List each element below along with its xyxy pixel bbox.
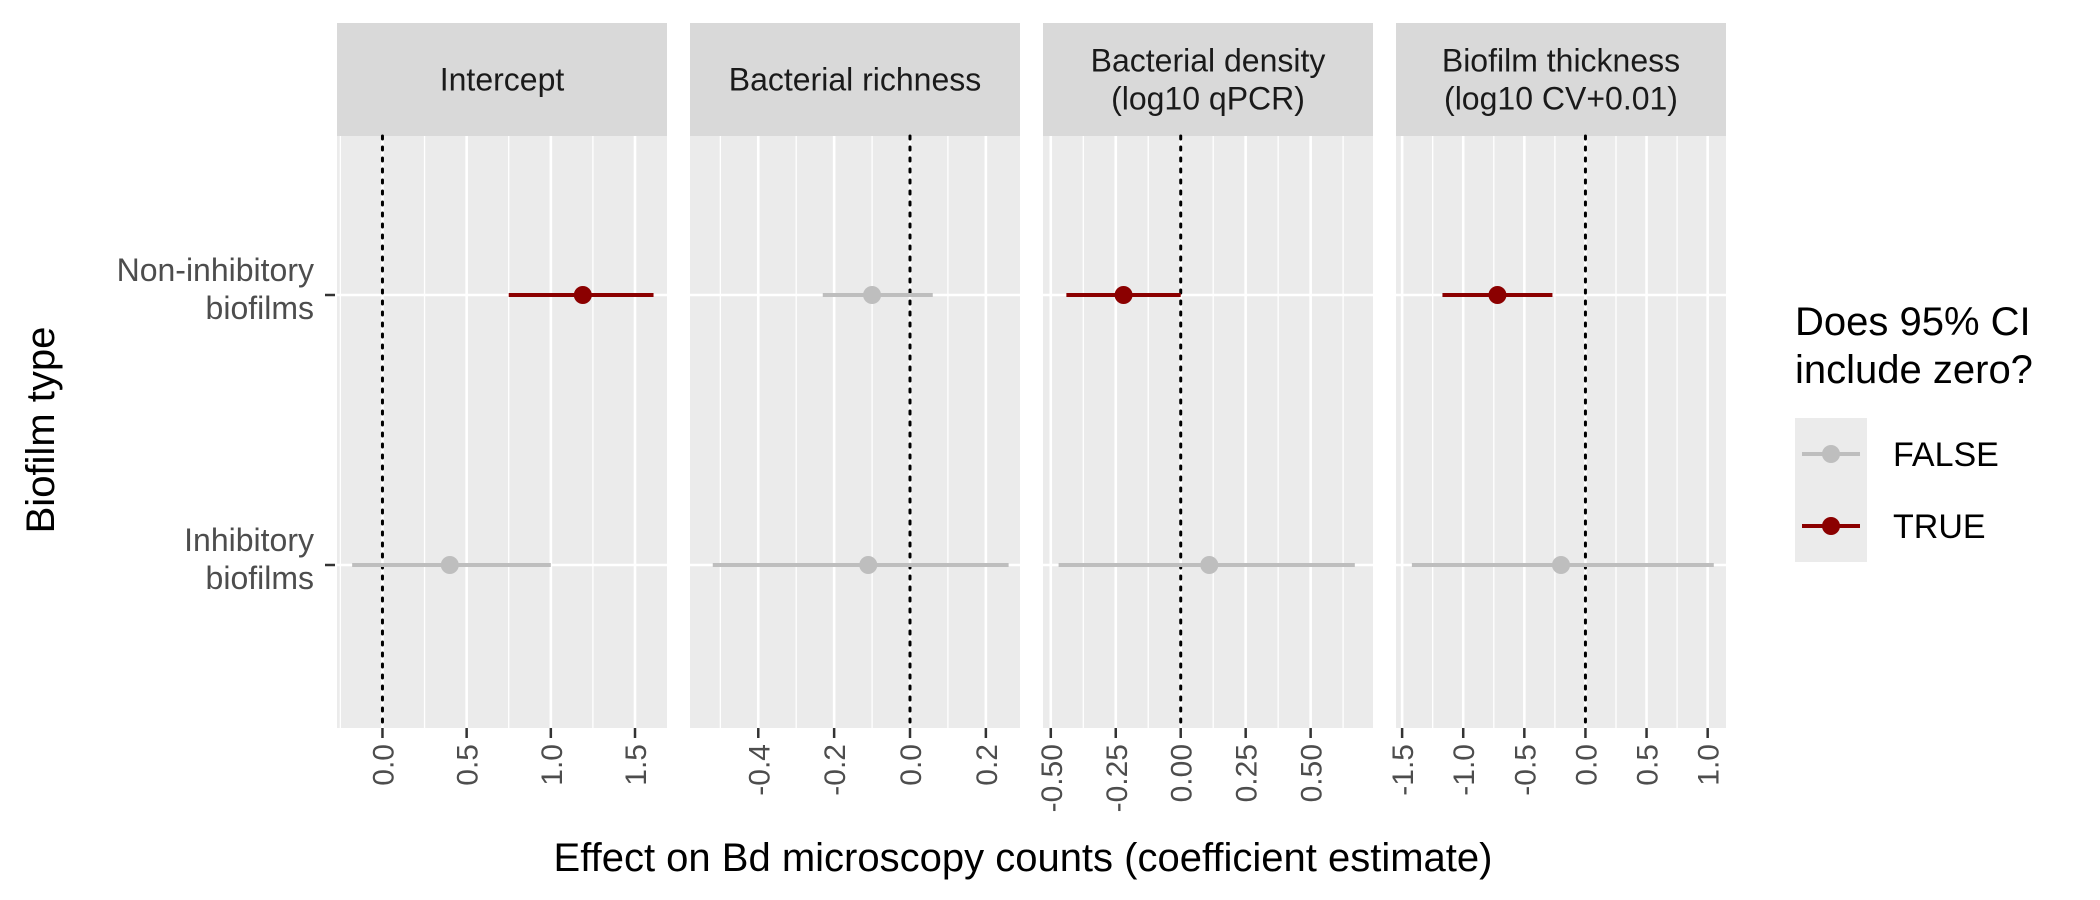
facet-title: Bacterial richness [729,62,982,98]
facet-title: (log10 qPCR) [1111,81,1305,117]
facet-title: (log10 CV+0.01) [1444,81,1678,117]
legend-label: FALSE [1893,436,1999,474]
estimate-point [1114,286,1133,304]
panel-background [337,136,667,728]
facet-panel: Bacterial density(log10 qPCR) -0.50 -0.25 0… [1036,23,1373,812]
y-tick-label: Inhibitory [184,522,314,558]
panel-background [690,136,1020,728]
estimate-point [1200,556,1219,574]
x-tick-label: 0.00 [1166,744,1199,802]
x-tick-label: 0.0 [1570,744,1603,786]
x-tick-label: -0.25 [1101,744,1134,812]
facet-panel: Bacterial richness -0.4 -0.2 0.0 0.2 [690,23,1020,796]
panel-background [1043,136,1373,728]
facet-panel: Biofilm thickness(log10 CV+0.01) -1.5 -1.0… [1387,23,1726,796]
legend-key-point [1822,517,1840,535]
facet-strip [1043,23,1373,136]
x-tick-label: 0.2 [971,744,1004,786]
facet-strip [690,23,1020,136]
legend-key-point [1822,445,1840,463]
facet-title: Biofilm thickness [1442,43,1680,79]
x-tick-label: -0.5 [1509,744,1542,796]
estimate-point [859,556,878,574]
y-tick-label: Non-inhibitory [117,252,314,288]
legend-title: include zero? [1795,348,2033,392]
x-tick-label: 0.5 [452,744,485,786]
estimate-point [863,286,882,304]
x-tick-label: 1.5 [620,744,653,786]
x-tick-label: -0.2 [819,744,852,796]
estimate-point [1488,286,1507,304]
estimate-point [573,286,592,304]
estimate-point [1552,556,1570,574]
x-tick-label: 0.5 [1632,744,1665,786]
x-tick-label: -1.5 [1387,744,1420,796]
x-tick-label: -0.50 [1036,744,1069,812]
x-tick-label: 0.50 [1296,744,1329,802]
y-tick-label: biofilms [206,290,314,326]
facet-strip [1396,23,1726,136]
facet-panels: Intercept 0.0 0.5 1.0 1.5 Bacterial richness -… [337,23,1726,812]
facet-strip [337,23,667,136]
legend: Does 95% CI include zero? FALSE TRUE [1795,300,2033,562]
x-axis-title: Effect on Bd microscopy counts (coeffici… [554,836,1493,880]
facet-title: Intercept [440,62,565,98]
facet-panel: Intercept 0.0 0.5 1.0 1.5 [337,23,667,786]
y-tick-label: biofilms [206,560,314,596]
y-axis-title: Biofilm type [19,327,63,534]
x-tick-label: 1.0 [1693,744,1726,786]
x-tick-label: -1.0 [1448,744,1481,796]
panel-background [1396,136,1726,728]
x-tick-label: 0.25 [1231,744,1264,802]
x-tick-label: -0.4 [743,744,776,796]
x-tick-label: 0.0 [367,744,400,786]
x-tick-label: 1.0 [536,744,569,786]
estimate-point [440,556,459,574]
x-tick-label: 0.0 [895,744,928,786]
legend-label: TRUE [1893,508,1986,546]
legend-title: Does 95% CI [1795,300,2031,344]
facet-title: Bacterial density [1091,43,1326,79]
